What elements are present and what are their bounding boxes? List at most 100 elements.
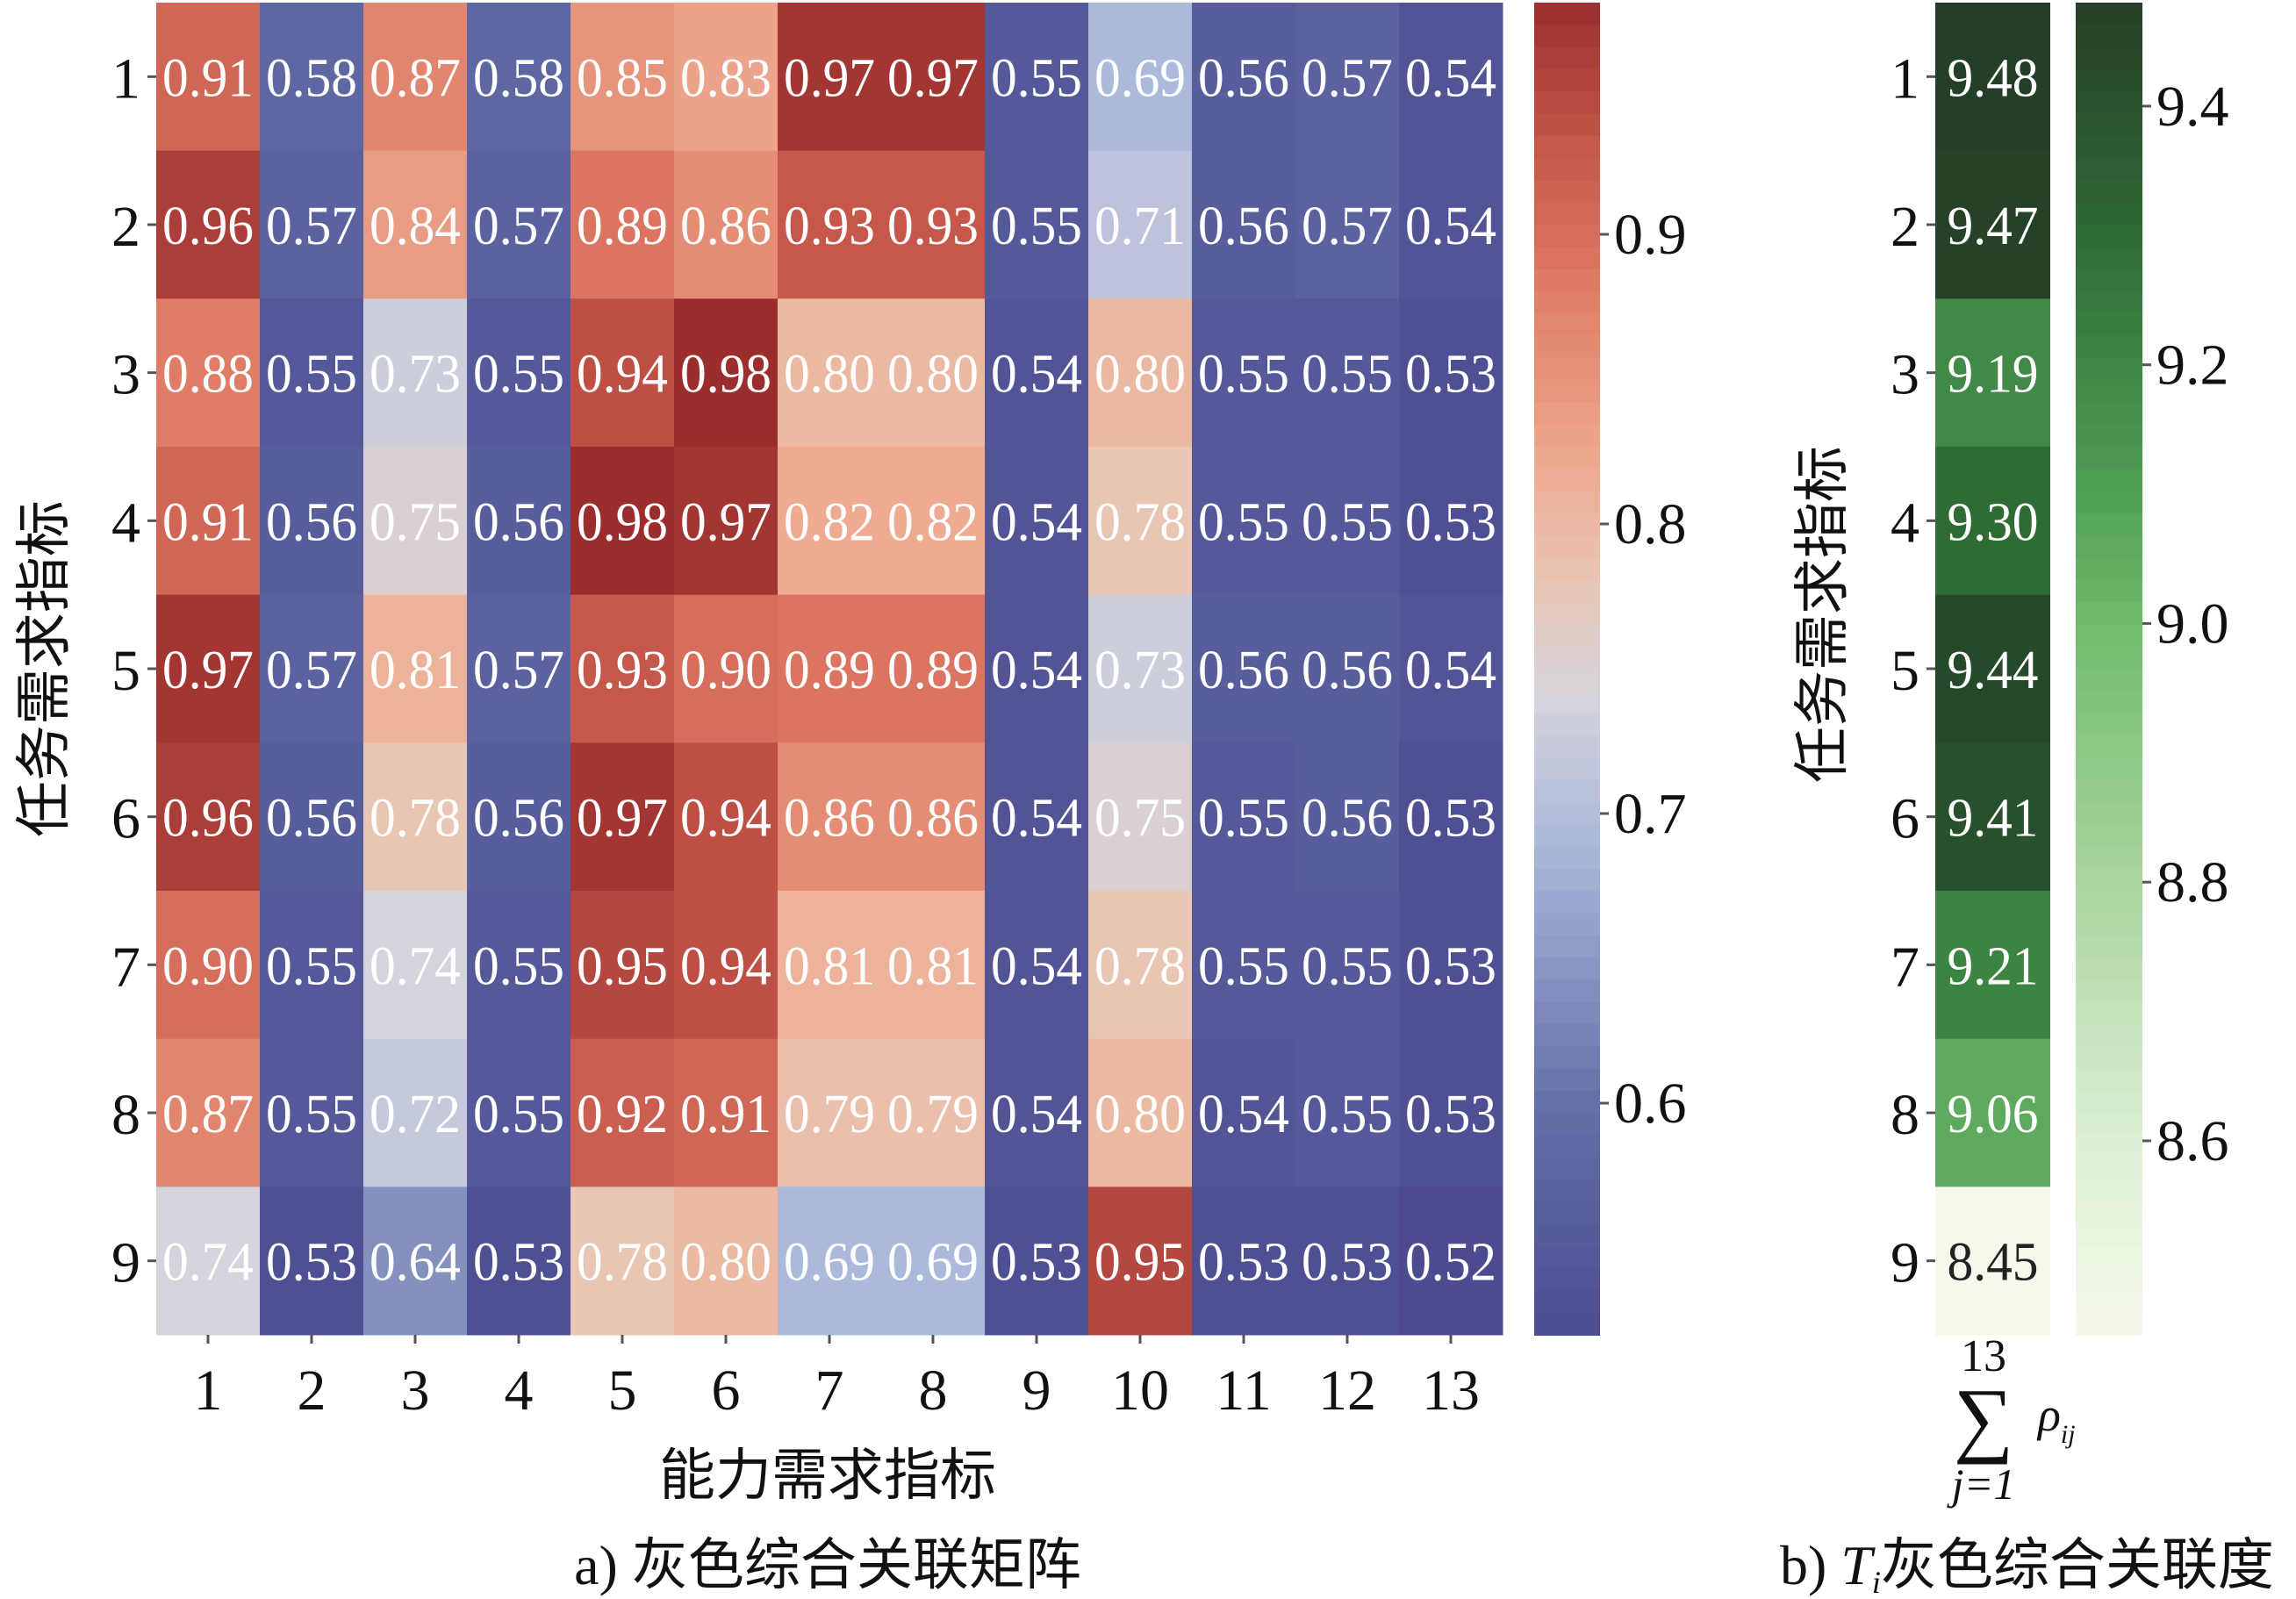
heatmap-cell <box>570 298 675 448</box>
cell-value-label: 0.53 <box>1405 789 1496 849</box>
colorbar-segment <box>2076 357 2142 382</box>
cell-value-label: 0.55 <box>1198 492 1289 552</box>
colorbar-segment <box>2076 646 2142 670</box>
cell-value-label: 0.53 <box>1405 1085 1496 1144</box>
cell-value-label: 0.54 <box>1198 1085 1289 1144</box>
heatmap-cell <box>1399 150 1503 299</box>
colorbar-segment <box>2076 158 2142 182</box>
x-tick-label: 7 <box>815 1359 844 1423</box>
heatmap-cell <box>1088 150 1193 299</box>
cell-value-label: 0.53 <box>1405 345 1496 405</box>
x-tick-label: 2 <box>298 1359 326 1423</box>
colorbar-b: 8.6 8.8 9.0 9.2 9.4 <box>2076 3 2229 1336</box>
heatmap-cell <box>674 3 778 152</box>
cell-value-label: 0.72 <box>370 1085 461 1144</box>
cell-value-label: 0.94 <box>680 789 771 849</box>
colorbar-segment <box>2076 1157 2142 1180</box>
cell-value-label: 0.79 <box>784 1085 875 1144</box>
cell-value-label: 0.78 <box>577 1233 668 1293</box>
colorbar-segment <box>2076 1068 2142 1092</box>
colorbar-segment <box>1534 513 1600 537</box>
cell-value-label: 0.89 <box>887 641 979 700</box>
cell-value-label: 0.69 <box>1094 48 1186 108</box>
cell-value-label: 0.74 <box>162 1233 254 1293</box>
cell-value-label: 0.94 <box>680 936 771 996</box>
sum-symbol: ∑ <box>1954 1371 2013 1465</box>
y-tick-label: 8 <box>1891 1083 1919 1147</box>
cell-value-label: 0.86 <box>680 197 771 256</box>
cell-value-label: 0.54 <box>1405 197 1496 256</box>
y-tick-label: 3 <box>1891 343 1919 407</box>
colorbar-segment <box>1534 1090 1600 1114</box>
cell-value-label: 0.55 <box>1302 936 1393 996</box>
heatmap-cell <box>1192 742 1296 892</box>
colorbar-segment <box>1534 824 1600 848</box>
y-tick-label: 6 <box>1891 787 1919 851</box>
heatmap-cell <box>570 150 675 299</box>
colorbar-segment <box>2076 801 2142 826</box>
heatmap-cell <box>156 891 261 1040</box>
cell-value-label: 0.80 <box>887 345 979 405</box>
colorbar-segment <box>1534 313 1600 337</box>
colorbar-segment <box>1534 290 1600 315</box>
y-tick-label: 7 <box>1891 935 1919 999</box>
heatmap-cell <box>1088 742 1193 892</box>
colorbar-segment <box>2076 1312 2142 1336</box>
heatmap-cell <box>467 1038 571 1187</box>
y-tick-label: 3 <box>111 343 140 407</box>
cell-value-label: 0.98 <box>680 345 771 405</box>
heatmap-cell <box>467 742 571 892</box>
colorbar-segment <box>2076 557 2142 581</box>
cell-value-label: 0.55 <box>266 345 357 405</box>
colorbar-tick-label: 9.4 <box>2156 75 2229 139</box>
colorbar-tick-label: 0.9 <box>1614 203 1687 267</box>
heatmap-cell <box>985 3 1089 152</box>
cell-value-label: 0.57 <box>473 197 564 256</box>
heatmap-cell <box>778 1038 882 1187</box>
heatmap-cell <box>1295 742 1400 892</box>
y-tick-label: 4 <box>111 491 140 555</box>
heatmap-cell <box>1295 1038 1400 1187</box>
heatmap-cell <box>156 1038 261 1187</box>
heatmap-cell <box>1192 594 1296 743</box>
cell-value-label: 0.55 <box>1302 345 1393 405</box>
cell-value-label: 0.55 <box>266 936 357 996</box>
heatmap-cell <box>260 447 364 596</box>
colorbar-tick-label: 9.2 <box>2156 333 2229 398</box>
colorbar-segment <box>2076 535 2142 559</box>
colorbar-segment <box>2076 624 2142 648</box>
colorbar-segment <box>2076 935 2142 958</box>
cell-value-label: 0.55 <box>473 1085 564 1144</box>
heatmap-cell <box>156 594 261 743</box>
cell-value-label: 0.55 <box>1302 1085 1393 1144</box>
cell-value-label: 0.90 <box>680 641 771 700</box>
y-tick-label: 5 <box>111 639 140 703</box>
cell-value-label: 0.87 <box>162 1085 254 1144</box>
colorbar-segment <box>1534 646 1600 670</box>
heatmap-cell <box>1399 891 1503 1040</box>
colorbar-segment <box>1534 180 1600 204</box>
cell-value-label: 0.95 <box>577 936 668 996</box>
heatmap-cell <box>467 891 571 1040</box>
heatmap-cell <box>1935 1038 2050 1187</box>
colorbar-segment <box>1534 868 1600 892</box>
cell-value-label: 0.55 <box>991 197 1082 256</box>
cell-value-label: 0.78 <box>370 789 461 849</box>
x-tick-label: 1 <box>194 1359 223 1423</box>
colorbar-segment <box>1534 424 1600 448</box>
colorbar-segment <box>1534 891 1600 914</box>
heatmap-cell <box>881 1187 986 1336</box>
cell-value-label: 9.44 <box>1948 641 2039 700</box>
colorbar-segment <box>2076 380 2142 404</box>
colorbar-segment <box>1534 25 1600 48</box>
heatmap-cell <box>1399 3 1503 152</box>
colorbar-segment <box>2076 1046 2142 1070</box>
heatmap-cell <box>467 298 571 448</box>
colorbar-segment <box>2076 335 2142 359</box>
colorbar-segment <box>2076 868 2142 892</box>
colorbar-segment <box>1534 247 1600 270</box>
colorbar-segment <box>1534 957 1600 981</box>
cell-value-label: 0.54 <box>1405 641 1496 700</box>
cell-value-label: 0.82 <box>887 492 979 552</box>
